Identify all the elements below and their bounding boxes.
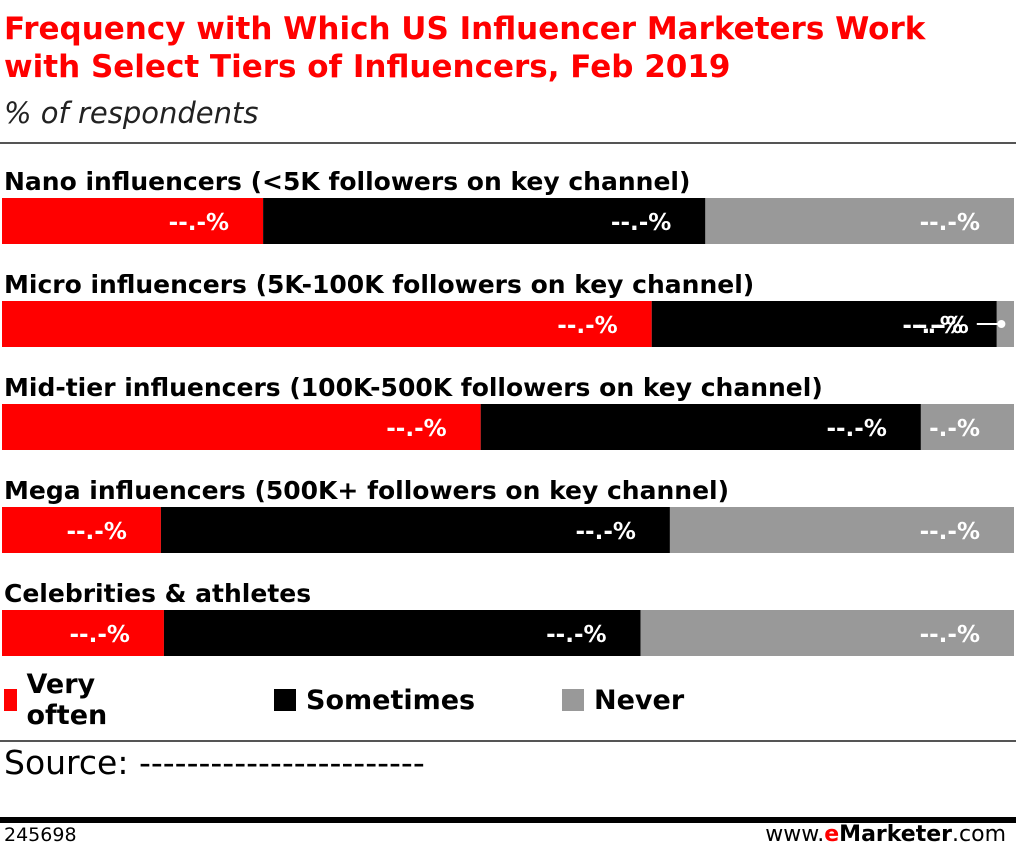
legend-label-very-often: Very often (26, 669, 108, 731)
bar-segment-sometimes (480, 404, 921, 450)
brand-suffix: .com (952, 822, 1006, 847)
category-label: Nano influencers (<5K followers on key c… (4, 167, 690, 196)
bar-segment-sometimes (263, 198, 706, 244)
bar-segment-never (920, 404, 1014, 450)
bar-value-label: --.-% (386, 416, 446, 442)
source-text: Source: ------------------------ (4, 743, 425, 782)
bar-segment-never (705, 198, 1014, 244)
bar-segment-very-often (2, 507, 161, 553)
category-label: Mid-tier influencers (100K-500K follower… (4, 373, 823, 402)
bar-segment-very-often (2, 404, 481, 450)
bar-value-label: --.-% (169, 210, 229, 236)
bar-value-label: --.-% (920, 519, 980, 545)
bar-value-label: --.-% (611, 210, 671, 236)
bar-value-label: -.-% (918, 313, 969, 339)
legend-item-sometimes: Sometimes (274, 682, 475, 718)
source-divider (0, 740, 1016, 742)
stacked-bar-chart: Nano influencers (<5K followers on key c… (2, 167, 1014, 656)
bar-value-label: --.-% (557, 313, 617, 339)
footer-divider (0, 817, 1016, 823)
legend-item-very-often: Very often (4, 669, 117, 731)
legend-item-never: Never (562, 682, 684, 718)
bar-value-label: --.-% (66, 519, 126, 545)
top-divider (0, 142, 1016, 144)
bar-value-label: --.-% (69, 622, 129, 648)
legend-swatch-very-often (4, 689, 17, 711)
bar-value-label: -.-% (929, 416, 980, 442)
bar-value-label: --.-% (546, 622, 606, 648)
bar-value-label: --.-% (902, 313, 962, 339)
brand-e: e (824, 822, 840, 847)
chart-title: Frequency with Which US Influencer Marke… (4, 11, 926, 85)
category-label: Celebrities & athletes (4, 579, 311, 608)
bar-value-label: --.-% (826, 416, 886, 442)
bar-segment-sometimes (163, 610, 641, 656)
bar-value-label: --.-% (575, 519, 635, 545)
brand-name: Marketer (839, 822, 953, 847)
bar-segment-very-often (2, 198, 264, 244)
chart-subtitle: % of respondents (4, 96, 259, 130)
chart-id: 245698 (4, 824, 77, 846)
bar-value-label: --.-% (920, 622, 980, 648)
bar-segment-very-often (2, 301, 652, 347)
bar-value-label: --.-% (920, 210, 980, 236)
bar-segment-never (640, 610, 1014, 656)
legend-label-sometimes: Sometimes (306, 684, 476, 716)
bar-segment-never (669, 507, 1014, 553)
bar-segment-sometimes (160, 507, 670, 553)
category-label: Micro influencers (5K-100K followers on … (4, 270, 754, 299)
legend-swatch-never (562, 689, 584, 711)
bar-segment-very-often (2, 610, 164, 656)
legend-swatch-sometimes (274, 689, 296, 711)
brand-prefix: www. (765, 822, 825, 847)
category-label: Mega influencers (500K+ followers on key… (4, 476, 729, 505)
bar-segment-sometimes (651, 301, 997, 347)
legend-label-never: Never (594, 684, 685, 716)
emarketer-logo[interactable]: www.eMarketer.com (765, 822, 1006, 847)
